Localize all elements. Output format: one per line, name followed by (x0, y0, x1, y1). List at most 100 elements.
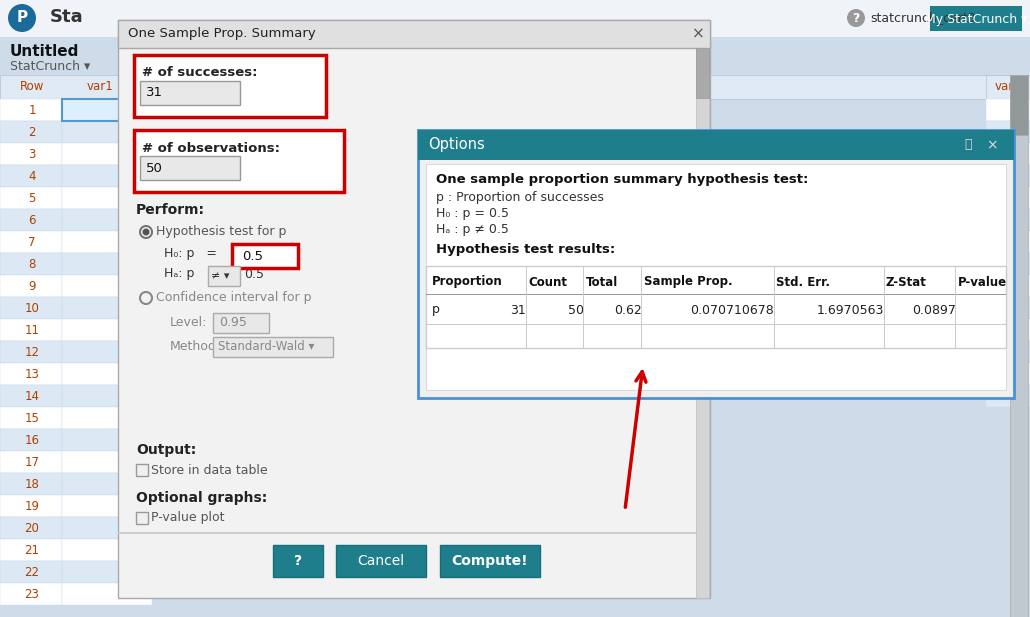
Bar (336, 545, 426, 577)
Bar (62, 187, 152, 209)
Bar (426, 164, 1006, 390)
Bar (986, 253, 1030, 275)
Text: ≠ ▾: ≠ ▾ (211, 271, 230, 281)
Bar (0, 583, 62, 605)
Text: 21: 21 (25, 544, 39, 557)
Bar (62, 539, 152, 561)
Text: P-value plot: P-value plot (151, 511, 225, 524)
Bar (62, 121, 152, 143)
Bar (118, 532, 710, 534)
Bar (62, 561, 152, 583)
Bar (986, 275, 1030, 297)
Text: 10: 10 (25, 302, 39, 315)
Text: 31: 31 (510, 304, 526, 317)
Bar (62, 143, 152, 165)
Bar (208, 266, 240, 286)
Bar (0, 517, 62, 539)
Text: # of successes:: # of successes: (142, 67, 258, 80)
Text: Confidence interval for p: Confidence interval for p (156, 291, 311, 305)
Bar (0, 37, 200, 75)
Text: statcrunch_cert3: statcrunch_cert3 (870, 12, 975, 25)
Text: 12: 12 (25, 346, 39, 358)
Bar (62, 319, 152, 341)
Bar (0, 297, 62, 319)
Bar (136, 464, 148, 476)
Bar (213, 337, 333, 357)
Bar (0, 363, 62, 385)
Text: 22: 22 (25, 566, 39, 579)
Text: Sample Prop.: Sample Prop. (644, 276, 732, 289)
Bar (0, 209, 62, 231)
Bar (0, 451, 62, 473)
Bar (440, 545, 540, 577)
Text: 9: 9 (28, 280, 36, 292)
Text: # of observations:: # of observations: (142, 141, 280, 154)
Bar (986, 231, 1030, 253)
Bar (986, 319, 1030, 341)
Bar (1010, 75, 1028, 617)
Bar (986, 75, 1030, 99)
Text: Options: Options (428, 138, 485, 152)
Text: Hₐ: p: Hₐ: p (164, 268, 195, 281)
Bar (0, 187, 62, 209)
Bar (62, 407, 152, 429)
Bar (62, 517, 152, 539)
Bar (0, 275, 62, 297)
Bar (232, 244, 298, 268)
Bar (62, 231, 152, 253)
Text: H₀ : p = 0.5: H₀ : p = 0.5 (436, 207, 509, 220)
Bar (986, 363, 1030, 385)
Text: Cancel: Cancel (357, 554, 405, 568)
Bar (273, 545, 323, 577)
Circle shape (8, 4, 36, 32)
Bar (426, 266, 1006, 348)
Bar (62, 297, 152, 319)
Bar (0, 385, 62, 407)
Bar (986, 341, 1030, 363)
Text: 2: 2 (28, 125, 36, 138)
Bar (0, 407, 62, 429)
Text: Standard-Wald ▾: Standard-Wald ▾ (218, 341, 314, 354)
Bar (0, 165, 62, 187)
Bar (986, 297, 1030, 319)
Bar (140, 81, 240, 105)
Text: ?: ? (294, 554, 302, 568)
Bar (986, 99, 1030, 121)
Text: One sample proportion summary hypothesis test:: One sample proportion summary hypothesis… (436, 173, 809, 186)
Text: ?: ? (852, 12, 860, 25)
Bar (0, 231, 62, 253)
Text: 5: 5 (28, 191, 36, 204)
Bar (62, 429, 152, 451)
Bar (418, 130, 1014, 160)
Bar (62, 341, 152, 363)
Text: Optional graphs:: Optional graphs: (136, 491, 267, 505)
Text: 6: 6 (28, 213, 36, 226)
Text: 0.62: 0.62 (614, 304, 642, 317)
Bar (986, 209, 1030, 231)
Text: Std. Err.: Std. Err. (776, 276, 830, 289)
Text: Hypothesis test results:: Hypothesis test results: (436, 244, 615, 257)
Text: 0.5: 0.5 (242, 249, 263, 262)
Bar (62, 363, 152, 385)
Text: 13: 13 (25, 368, 39, 381)
Text: Hₐ : p ≠ 0.5: Hₐ : p ≠ 0.5 (436, 223, 509, 236)
Bar (426, 324, 1006, 325)
Bar (0, 429, 62, 451)
Text: Method:: Method: (170, 339, 221, 352)
Text: 8: 8 (28, 257, 36, 270)
Bar (62, 99, 152, 121)
Text: var1: var1 (995, 80, 1022, 94)
Text: 1: 1 (28, 104, 36, 117)
Text: Total: Total (586, 276, 618, 289)
Bar (0, 121, 62, 143)
Bar (0, 99, 62, 121)
Text: 50: 50 (146, 162, 163, 175)
Bar (134, 55, 327, 117)
Bar (696, 48, 709, 98)
Text: Compute!: Compute! (452, 554, 528, 568)
Text: Count: Count (528, 276, 566, 289)
Bar (62, 451, 152, 473)
Text: 3: 3 (28, 147, 36, 160)
Bar (213, 313, 269, 333)
Bar (986, 121, 1030, 143)
